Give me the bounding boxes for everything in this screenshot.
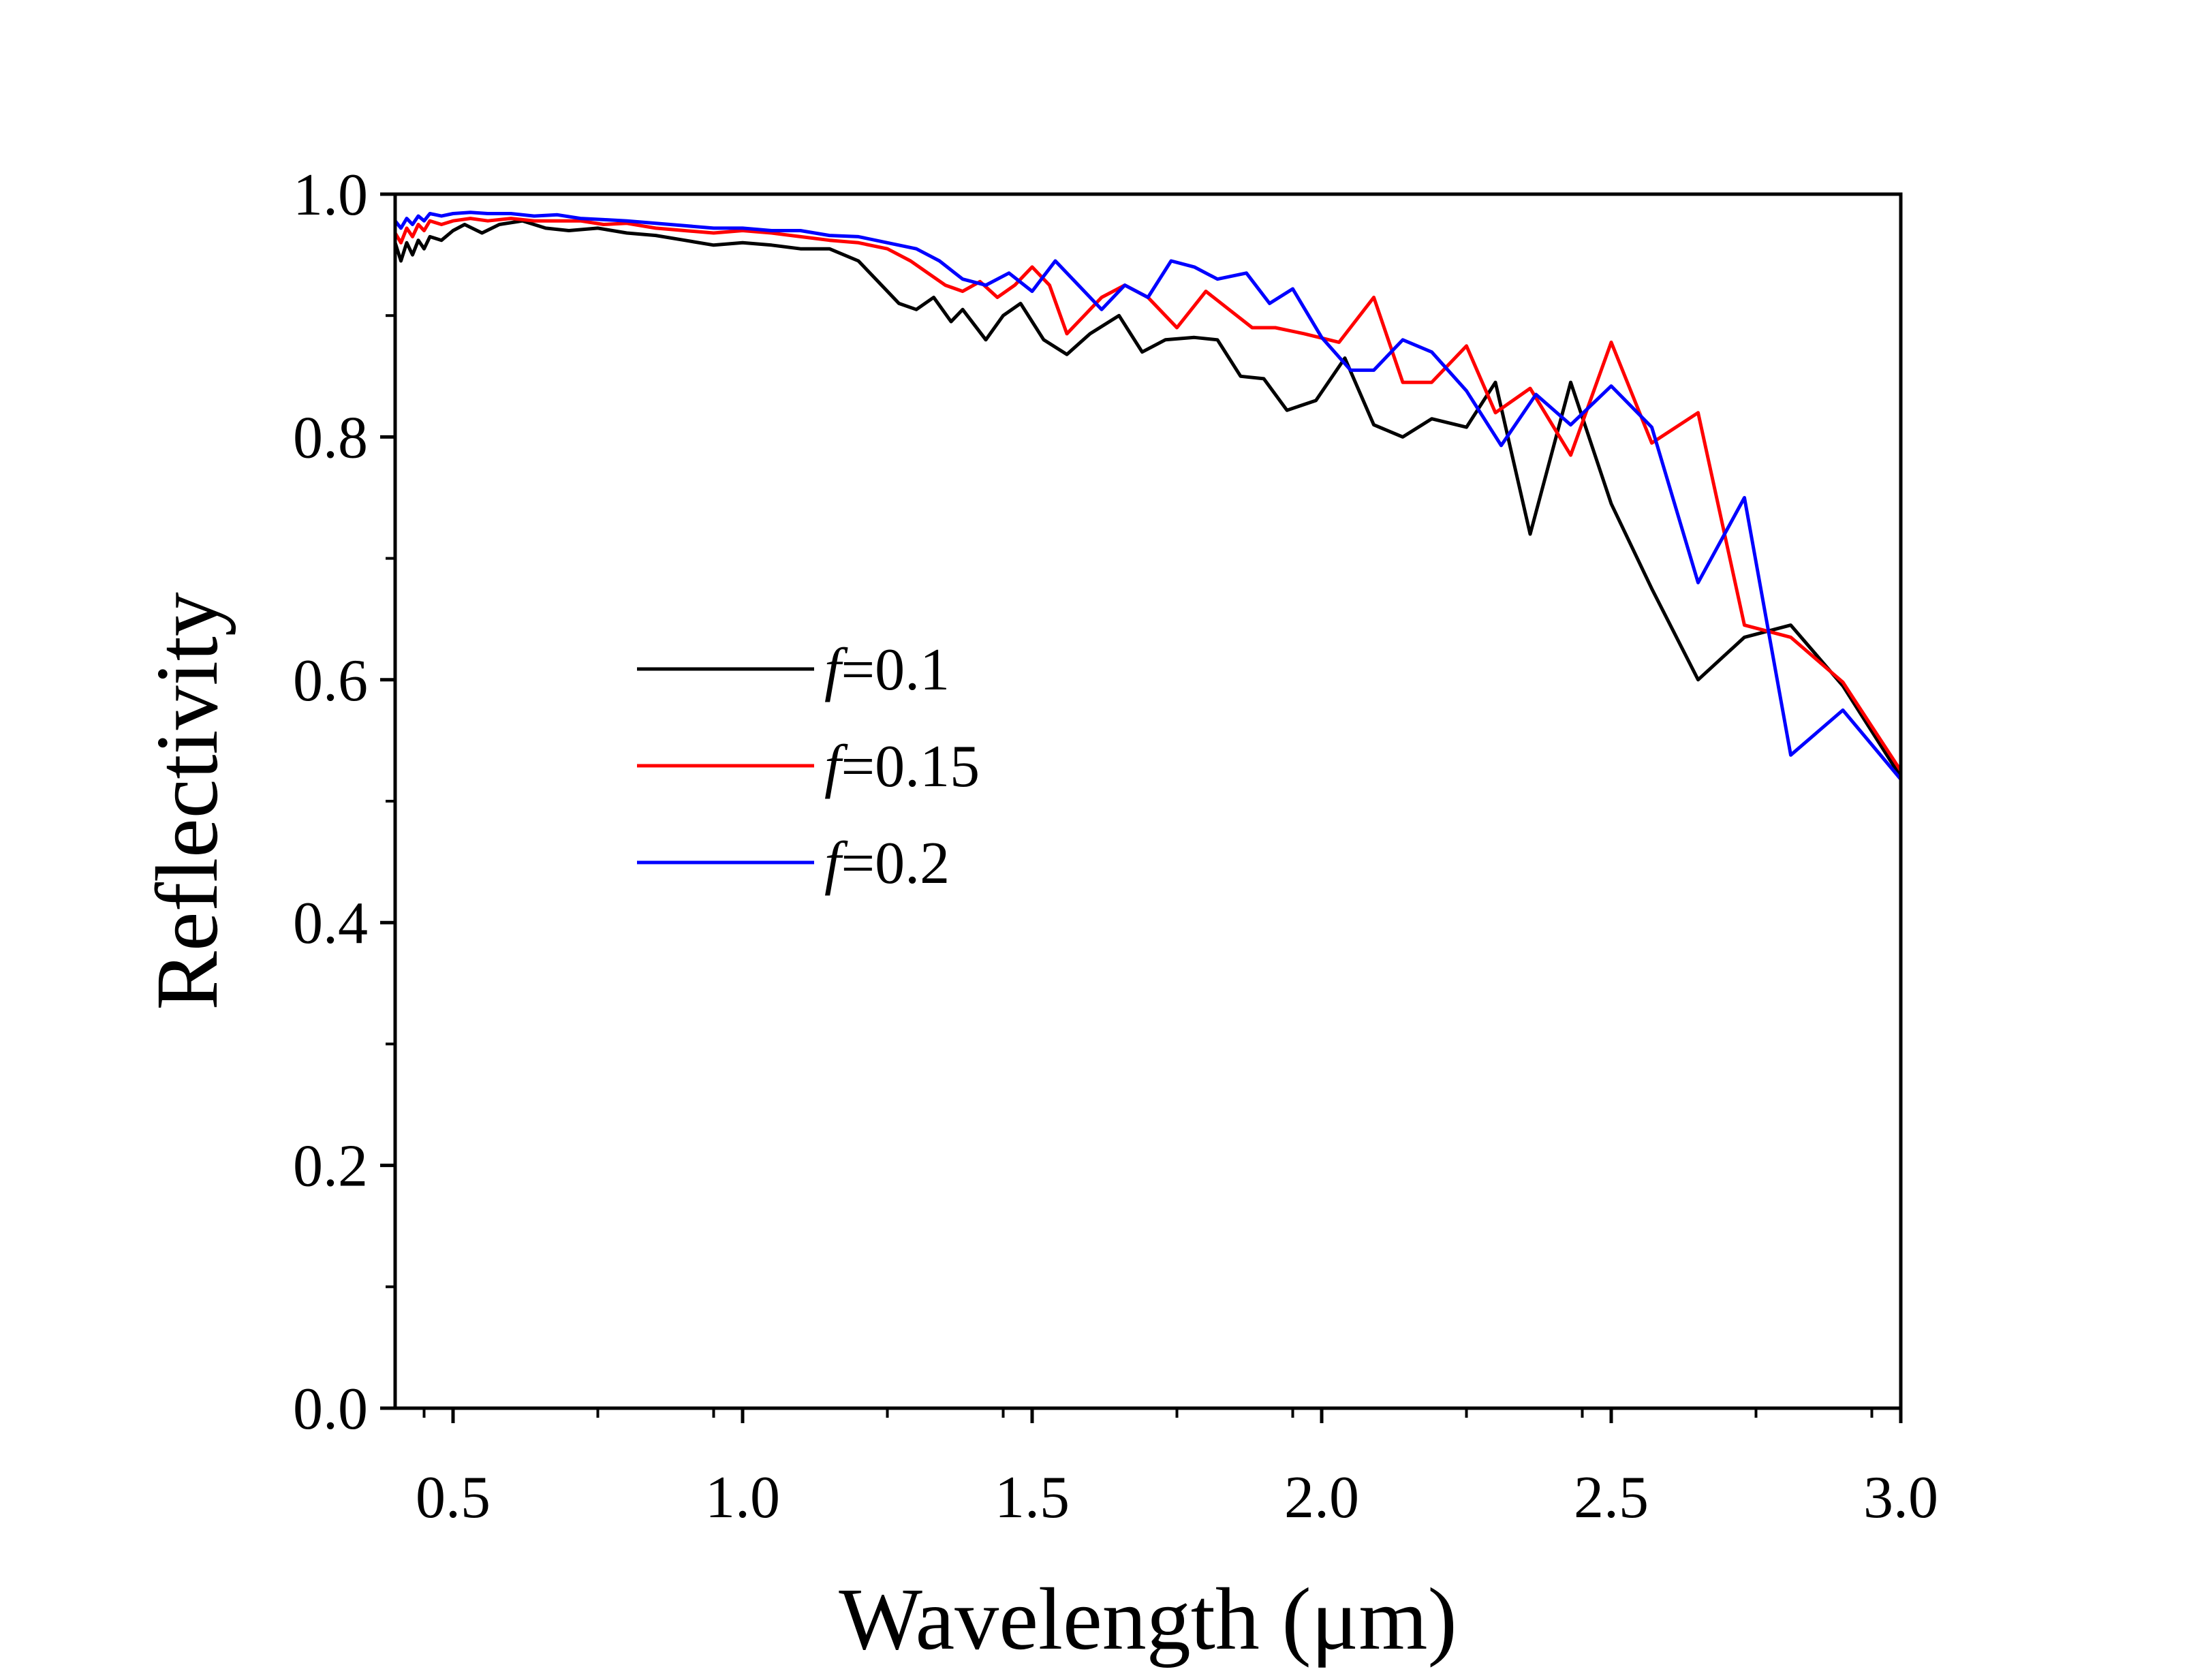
y-tick-label: 0.8 bbox=[293, 405, 368, 471]
series-line-2 bbox=[394, 211, 1902, 781]
legend-label-0: f=0.1 bbox=[824, 637, 950, 703]
y-axis-ticks: 0.0 0.2 0.4 0.6 0.8 1.0 bbox=[293, 162, 395, 1442]
legend-label-rest: =0.1 bbox=[841, 637, 950, 703]
y-tick-label: 0.4 bbox=[293, 890, 368, 956]
x-tick-label: 3.0 bbox=[1863, 1465, 1938, 1531]
y-tick-label: 0.6 bbox=[293, 648, 368, 714]
series-line-0 bbox=[393, 219, 1903, 778]
x-axis-ticks: 0.5 1.0 1.5 2.0 2.5 3.0 bbox=[416, 1408, 1938, 1531]
plot-frame bbox=[393, 192, 1903, 1410]
legend: f=0.1 f=0.15 f=0.2 bbox=[637, 637, 980, 897]
y-tick-label: 0.0 bbox=[293, 1376, 368, 1442]
legend-label-1: f=0.15 bbox=[824, 734, 980, 800]
y-axis-title: Reflectivity bbox=[138, 592, 236, 1010]
x-tick-label: 1.5 bbox=[995, 1465, 1070, 1531]
x-tick-label: 2.0 bbox=[1284, 1465, 1359, 1531]
x-axis-title: Wavelength (μm) bbox=[839, 1570, 1457, 1668]
y-tick-label: 0.2 bbox=[293, 1134, 368, 1200]
series-line-1 bbox=[393, 217, 1903, 772]
x-tick-label: 1.0 bbox=[705, 1465, 780, 1531]
x-tick-label: 2.5 bbox=[1574, 1465, 1649, 1531]
legend-label-rest: =0.2 bbox=[841, 830, 950, 897]
x-tick-label: 0.5 bbox=[416, 1465, 491, 1531]
series-layer bbox=[393, 211, 1903, 781]
legend-label-rest: =0.15 bbox=[841, 734, 980, 800]
legend-label-2: f=0.2 bbox=[824, 830, 950, 897]
y-tick-label: 1.0 bbox=[293, 162, 368, 228]
